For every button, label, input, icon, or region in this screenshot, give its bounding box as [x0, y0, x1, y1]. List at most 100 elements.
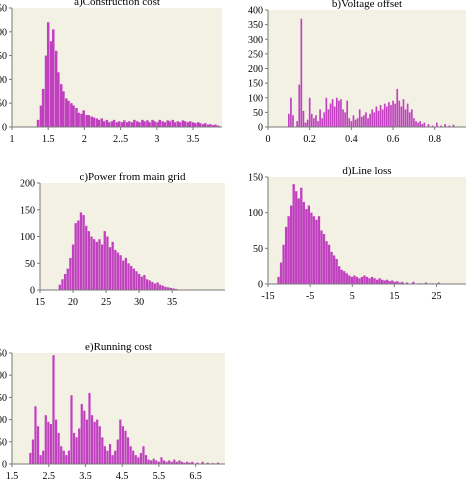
construction-cost-bar-41 [141, 119, 144, 127]
running-cost-bar-17 [72, 432, 76, 464]
line-loss-bar-37 [370, 276, 374, 284]
running-cost-bar-37 [124, 430, 127, 464]
construction-cost-bar-68 [209, 124, 212, 127]
power-from-main-grid-bar-44 [174, 288, 178, 290]
voltage-offset-bar-63 [421, 124, 424, 127]
voltage-offset-bar-41 [375, 106, 378, 127]
running-cost-bar-23 [88, 392, 91, 464]
voltage-offset-bar-40 [373, 112, 376, 128]
running-cost-bar-52 [162, 460, 166, 464]
line-loss-bar-29 [350, 276, 353, 284]
power-from-main-grid-bar-22 [116, 252, 120, 290]
voltage-offset-bar-27 [346, 100, 349, 127]
voltage-offset-bar-38 [369, 113, 371, 127]
voltage-offset-bar-56 [406, 103, 409, 127]
construction-cost-bar-29 [110, 121, 114, 127]
voltage-offset-bar-9 [308, 97, 311, 127]
construction-cost-bar-17 [80, 113, 83, 127]
voltage-offset-bar-5 [300, 18, 303, 127]
construction-cost-bar-31 [115, 122, 119, 127]
running-cost-bar-26 [96, 419, 99, 464]
line-loss-bar-23 [335, 259, 338, 284]
voltage-offset-bar-15 [321, 118, 324, 127]
running-cost-y-tick-label-0: 0 [2, 460, 7, 471]
line-loss-bar-25 [340, 269, 343, 284]
power-from-main-grid-bar-34 [148, 280, 151, 290]
running-cost-bar-58 [178, 460, 181, 464]
power-from-main-grid-bar-9 [82, 215, 85, 290]
construction-cost-bar-32 [117, 121, 121, 127]
power-from-main-grid-y-tick-label-2: 100 [20, 232, 35, 243]
voltage-offset-bar-19 [329, 103, 332, 127]
construction-cost-y-tick-label-0: 0 [2, 123, 7, 134]
line-loss-bar-5 [290, 205, 293, 284]
voltage-offset-bar-28 [348, 118, 351, 127]
construction-cost-bar-7 [54, 50, 58, 128]
running-cost-bar-15 [67, 450, 71, 464]
running-cost-bar-7 [47, 421, 50, 464]
running-cost-bar-68 [216, 462, 220, 464]
construction-cost-bar-39 [136, 121, 139, 127]
voltage-offset-y-tick-label-5: 250 [248, 49, 263, 60]
voltage-offset-bar-69 [444, 124, 446, 127]
running-cost-bar-64 [196, 462, 199, 464]
running-cost-title: e)Running cost [85, 341, 152, 353]
construction-cost-bar-13 [70, 103, 73, 127]
power-from-main-grid-bar-7 [77, 220, 80, 290]
voltage-offset-bar-10 [310, 113, 313, 127]
construction-cost-bar-45 [151, 119, 154, 127]
power-from-main-grid-bar-36 [153, 283, 157, 290]
voltage-offset-chart: b)Voltage offset 0 50 100 150 200 250 300 350 400… [248, 0, 466, 145]
running-cost-bar-36 [121, 426, 125, 464]
line-loss-bar-49 [401, 281, 404, 284]
construction-cost-bar-70 [214, 124, 217, 127]
construction-cost-bar-54 [173, 122, 177, 127]
power-from-main-grid-bar-0 [58, 284, 61, 290]
running-cost-bar-11 [57, 432, 60, 464]
voltage-offset-bar-70 [448, 125, 451, 127]
power-from-main-grid-bar-32 [143, 275, 146, 290]
voltage-offset-bar-1 [290, 97, 292, 127]
power-from-main-grid-bar-40 [164, 286, 167, 290]
line-loss-bar-20 [327, 244, 331, 284]
line-loss-bar-33 [360, 276, 364, 284]
running-cost-bar-40 [132, 450, 135, 464]
running-cost-bar-63 [191, 461, 194, 464]
voltage-offset-bar-47 [388, 102, 390, 127]
line-loss-y-tick-label-1: 50 [253, 244, 263, 255]
voltage-offset-bar-0 [288, 113, 290, 127]
construction-cost-bar-42 [143, 121, 146, 127]
running-cost-bar-44 [142, 446, 145, 464]
voltage-offset-bar-23 [338, 100, 340, 127]
voltage-offset-bar-35 [363, 115, 365, 127]
construction-cost-bar-56 [178, 122, 182, 127]
power-from-main-grid-bar-1 [61, 279, 64, 290]
running-cost-bar-13 [62, 450, 65, 464]
line-loss-bar-12 [307, 205, 311, 284]
construction-cost-y-tick-label-1: 50 [0, 99, 7, 110]
running-cost-bar-39 [129, 446, 132, 464]
voltage-offset-bar-66 [431, 125, 434, 127]
construction-cost-bar-38 [133, 119, 136, 127]
construction-cost-y-tick-label-4: 200 [0, 27, 7, 38]
power-from-main-grid-bar-4 [69, 257, 72, 290]
voltage-offset-bar-12 [315, 115, 317, 127]
running-cost-bar-1 [31, 439, 35, 464]
voltage-offset-bar-51 [396, 88, 399, 127]
line-loss-bar-40 [378, 278, 381, 284]
voltage-offset-bar-44 [381, 109, 384, 127]
construction-cost-x-tick-label-5: 3.5 [187, 134, 200, 145]
running-cost-bar-29 [103, 446, 107, 464]
running-cost-bar-24 [90, 415, 94, 464]
line-loss-bar-36 [368, 278, 371, 284]
construction-cost-bar-37 [130, 122, 134, 127]
voltage-offset-bar-65 [427, 124, 430, 127]
construction-cost-bar-26 [102, 121, 106, 127]
running-cost-bar-50 [157, 461, 160, 464]
power-from-main-grid-y-tick-label-0: 0 [30, 286, 35, 297]
voltage-offset-bar-31 [354, 119, 357, 127]
line-loss-bar-51 [412, 281, 415, 284]
voltage-offset-y-tick-label-1: 50 [253, 108, 263, 119]
voltage-offset-bar-60 [415, 121, 417, 127]
power-from-main-grid-bar-17 [103, 231, 106, 290]
